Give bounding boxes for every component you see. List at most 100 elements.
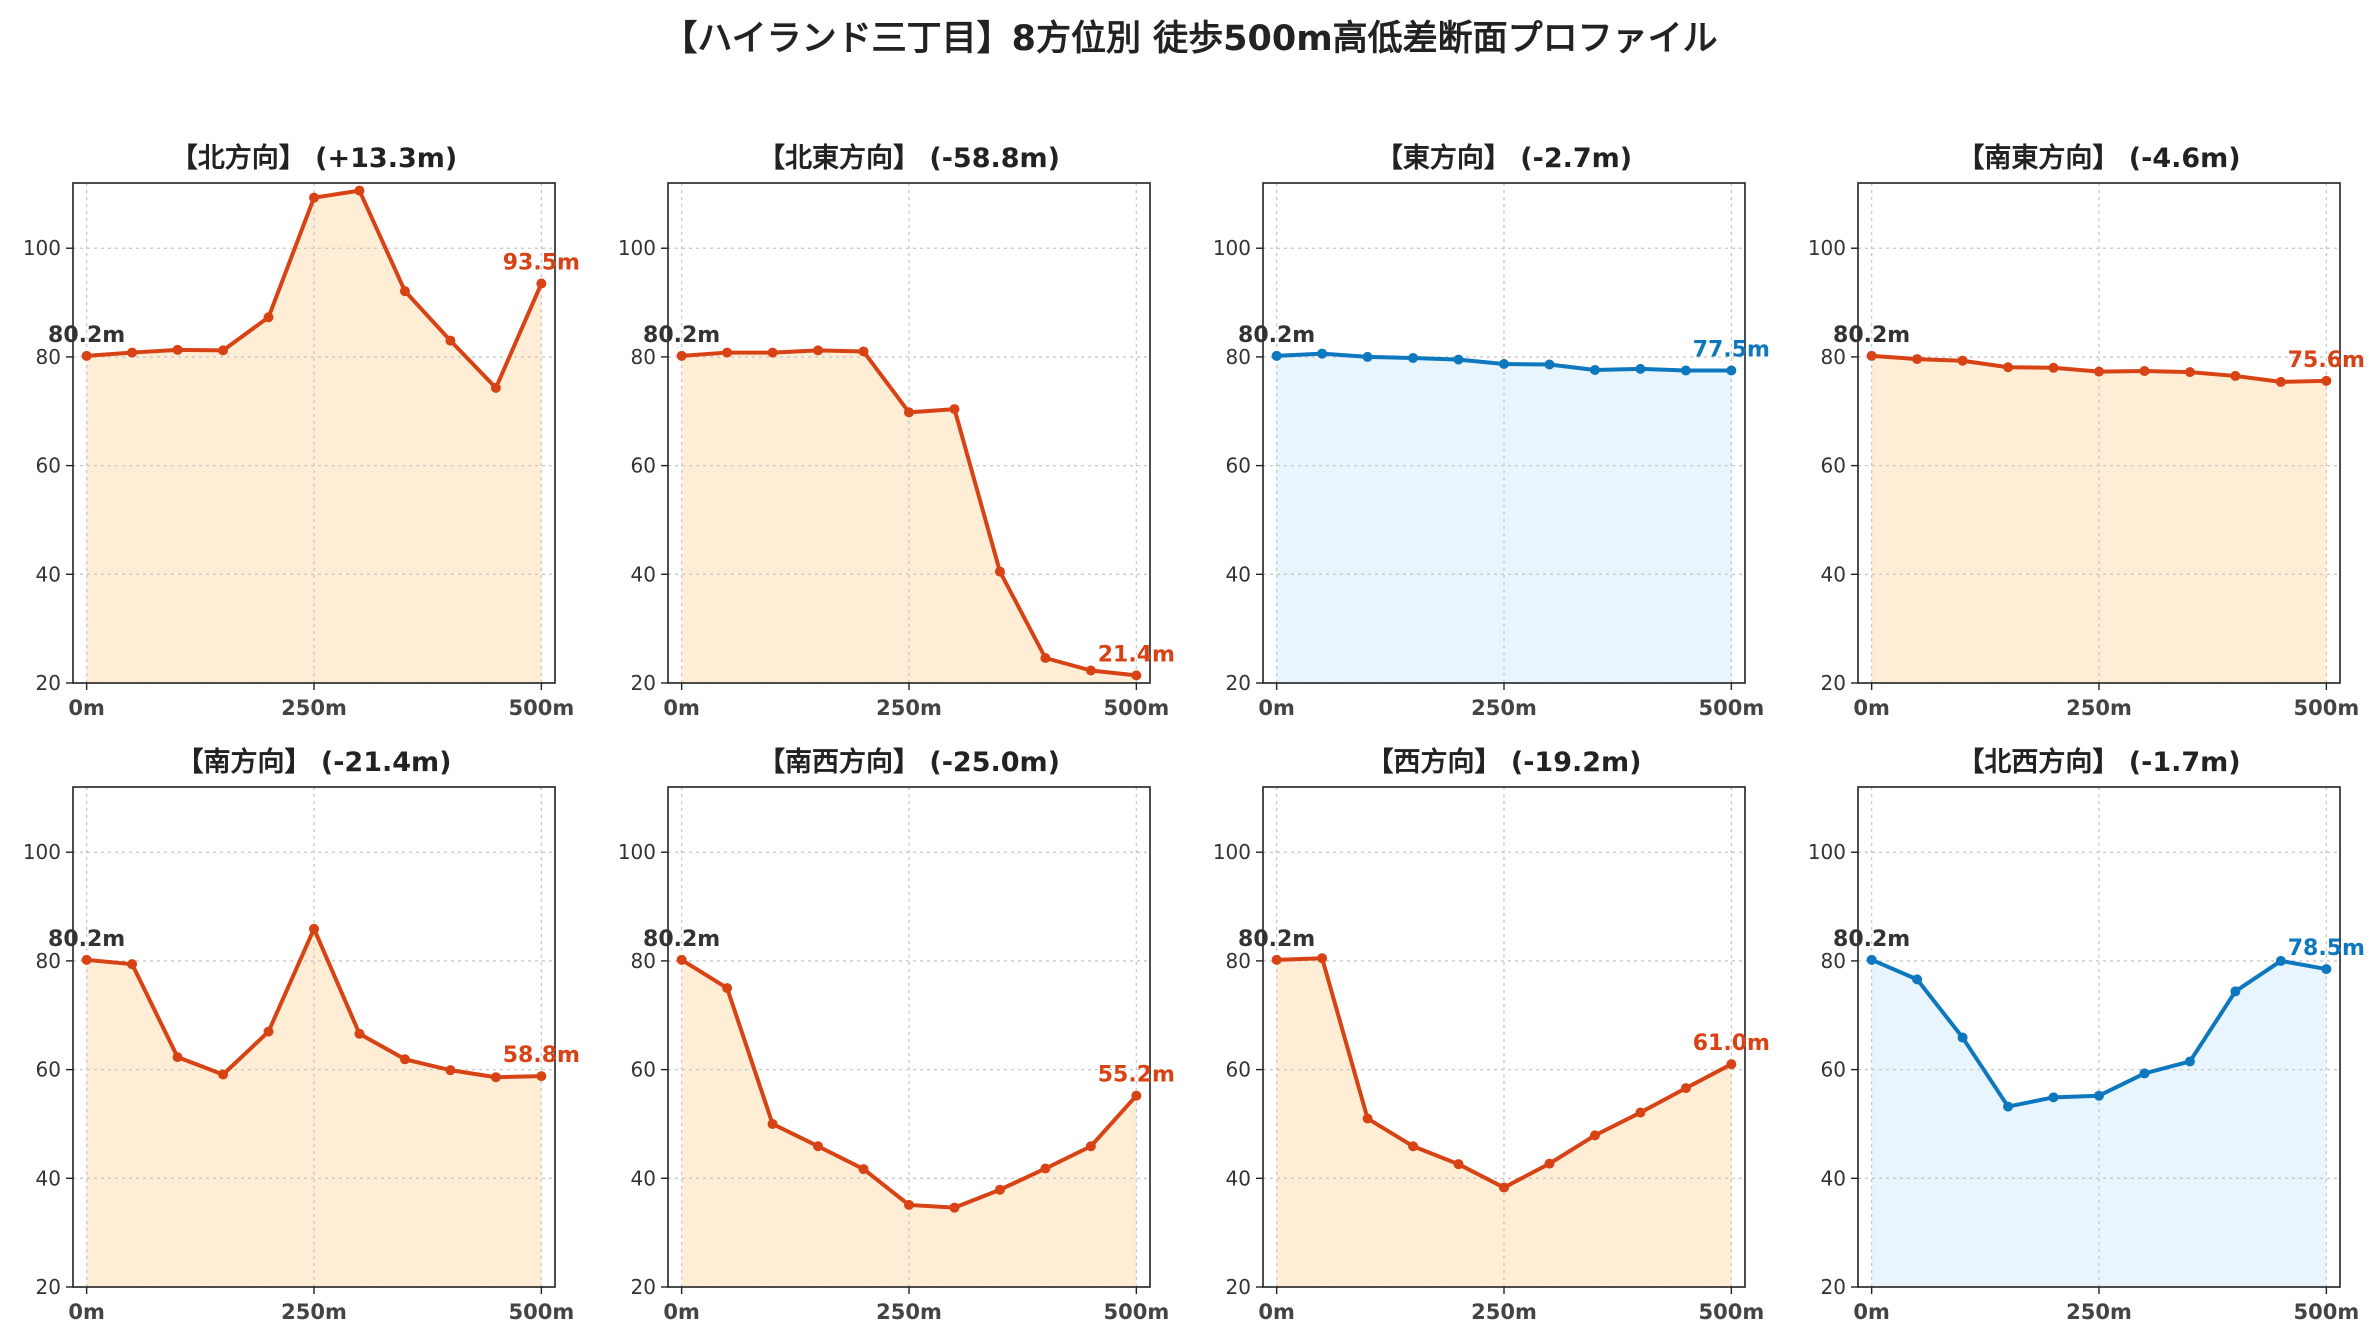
data-point bbox=[949, 404, 960, 415]
y-tick-label: 60 bbox=[36, 1058, 61, 1082]
y-tick-label: 20 bbox=[1226, 1275, 1251, 1299]
x-tick-label: 250m bbox=[281, 1300, 347, 1324]
data-point bbox=[2275, 955, 2286, 966]
data-point bbox=[1544, 1158, 1555, 1169]
data-point bbox=[445, 1065, 456, 1076]
start-label: 80.2m bbox=[1833, 323, 1910, 348]
data-point bbox=[1912, 354, 1923, 365]
data-point bbox=[490, 382, 501, 393]
data-point bbox=[1635, 363, 1646, 374]
x-tick-label: 500m bbox=[2293, 1300, 2359, 1324]
x-tick-label: 500m bbox=[1698, 696, 1764, 720]
data-point bbox=[81, 954, 92, 965]
data-point bbox=[858, 346, 869, 357]
data-point bbox=[767, 1118, 778, 1129]
x-tick-label: 250m bbox=[2066, 1300, 2132, 1324]
end-label: 21.4m bbox=[1098, 642, 1175, 667]
end-label: 93.5m bbox=[503, 251, 580, 276]
area-fill bbox=[681, 350, 1137, 683]
data-point bbox=[1589, 364, 1600, 375]
x-tick-label: 250m bbox=[2066, 696, 2132, 720]
data-point bbox=[1499, 1182, 1509, 1193]
data-point bbox=[127, 959, 138, 970]
x-tick-label: 0m bbox=[1853, 696, 1890, 720]
end-label: 61.0m bbox=[1693, 1031, 1770, 1056]
y-tick-label: 60 bbox=[1226, 1058, 1251, 1082]
end-label: 78.5m bbox=[2288, 936, 2365, 961]
data-point bbox=[722, 347, 733, 358]
data-point bbox=[1317, 953, 1328, 964]
y-tick-label: 60 bbox=[631, 454, 656, 478]
y-tick-label: 40 bbox=[36, 562, 61, 586]
panel-8: 20 40 60 80 100 0m 250m 500m 【北西方向】 (-1.7m) 80.2m… bbox=[1808, 746, 2365, 1324]
y-tick-label: 40 bbox=[1226, 562, 1251, 586]
data-point bbox=[1453, 1159, 1464, 1170]
start-label: 80.2m bbox=[643, 323, 720, 348]
data-point bbox=[2184, 367, 2195, 378]
data-point bbox=[2048, 362, 2059, 373]
data-point bbox=[399, 1054, 410, 1065]
start-label: 80.2m bbox=[643, 927, 720, 952]
y-tick-label: 20 bbox=[631, 1275, 656, 1299]
y-tick-label: 80 bbox=[631, 345, 656, 369]
data-point bbox=[2094, 366, 2104, 377]
data-point bbox=[994, 1184, 1005, 1195]
data-point bbox=[172, 344, 183, 355]
data-point bbox=[1040, 1163, 1051, 1174]
data-point bbox=[2230, 986, 2241, 997]
end-label: 77.5m bbox=[1693, 338, 1770, 363]
data-point bbox=[490, 1072, 501, 1083]
data-point bbox=[1726, 365, 1737, 376]
start-label: 80.2m bbox=[1238, 323, 1315, 348]
data-point bbox=[2184, 1056, 2195, 1067]
data-point bbox=[858, 1164, 869, 1175]
y-tick-label: 20 bbox=[36, 1275, 61, 1299]
area-fill bbox=[1276, 958, 1732, 1287]
data-point bbox=[1131, 670, 1142, 681]
data-point bbox=[218, 1069, 229, 1080]
data-point bbox=[1866, 350, 1877, 361]
data-point bbox=[309, 923, 319, 934]
data-point bbox=[2321, 964, 2332, 975]
data-point bbox=[767, 347, 778, 358]
end-label: 55.2m bbox=[1098, 1063, 1175, 1088]
data-point bbox=[2139, 1068, 2150, 1079]
y-tick-label: 60 bbox=[631, 1058, 656, 1082]
data-point bbox=[1957, 355, 1968, 366]
data-point bbox=[1726, 1059, 1737, 1070]
x-tick-label: 0m bbox=[1258, 696, 1295, 720]
x-tick-label: 500m bbox=[1103, 696, 1169, 720]
x-tick-label: 250m bbox=[1471, 1300, 1537, 1324]
x-tick-label: 0m bbox=[68, 696, 105, 720]
data-point bbox=[2230, 370, 2241, 381]
panel-title: 【南方向】 (-21.4m) bbox=[176, 746, 451, 778]
area-fill bbox=[86, 928, 542, 1287]
y-tick-label: 40 bbox=[1821, 1166, 1846, 1190]
y-tick-label: 100 bbox=[1213, 840, 1251, 864]
y-tick-label: 40 bbox=[36, 1166, 61, 1190]
data-point bbox=[1362, 1113, 1373, 1124]
data-point bbox=[994, 566, 1005, 577]
x-tick-label: 0m bbox=[68, 1300, 105, 1324]
y-tick-label: 100 bbox=[618, 236, 656, 260]
y-tick-label: 100 bbox=[618, 840, 656, 864]
data-point bbox=[1085, 665, 1096, 676]
data-point bbox=[2321, 375, 2332, 386]
x-tick-label: 0m bbox=[663, 696, 700, 720]
data-point bbox=[1680, 365, 1691, 376]
data-point bbox=[2139, 366, 2150, 377]
data-point bbox=[1544, 359, 1555, 370]
data-point bbox=[904, 407, 914, 418]
x-tick-label: 250m bbox=[281, 696, 347, 720]
data-point bbox=[354, 1028, 365, 1039]
panel-5: 20 40 60 80 100 0m 250m 500m 【南方向】 (-21.4m) 80.2m… bbox=[23, 746, 580, 1324]
panel-4: 20 40 60 80 100 0m 250m 500m 【南東方向】 (-4.6m) 80.2m… bbox=[1808, 142, 2365, 720]
data-point bbox=[949, 1202, 960, 1213]
data-point bbox=[263, 1026, 274, 1037]
y-tick-label: 80 bbox=[1821, 949, 1846, 973]
data-point bbox=[1866, 954, 1877, 965]
end-label: 75.6m bbox=[2288, 348, 2365, 373]
x-tick-label: 250m bbox=[1471, 696, 1537, 720]
data-point bbox=[676, 954, 687, 965]
